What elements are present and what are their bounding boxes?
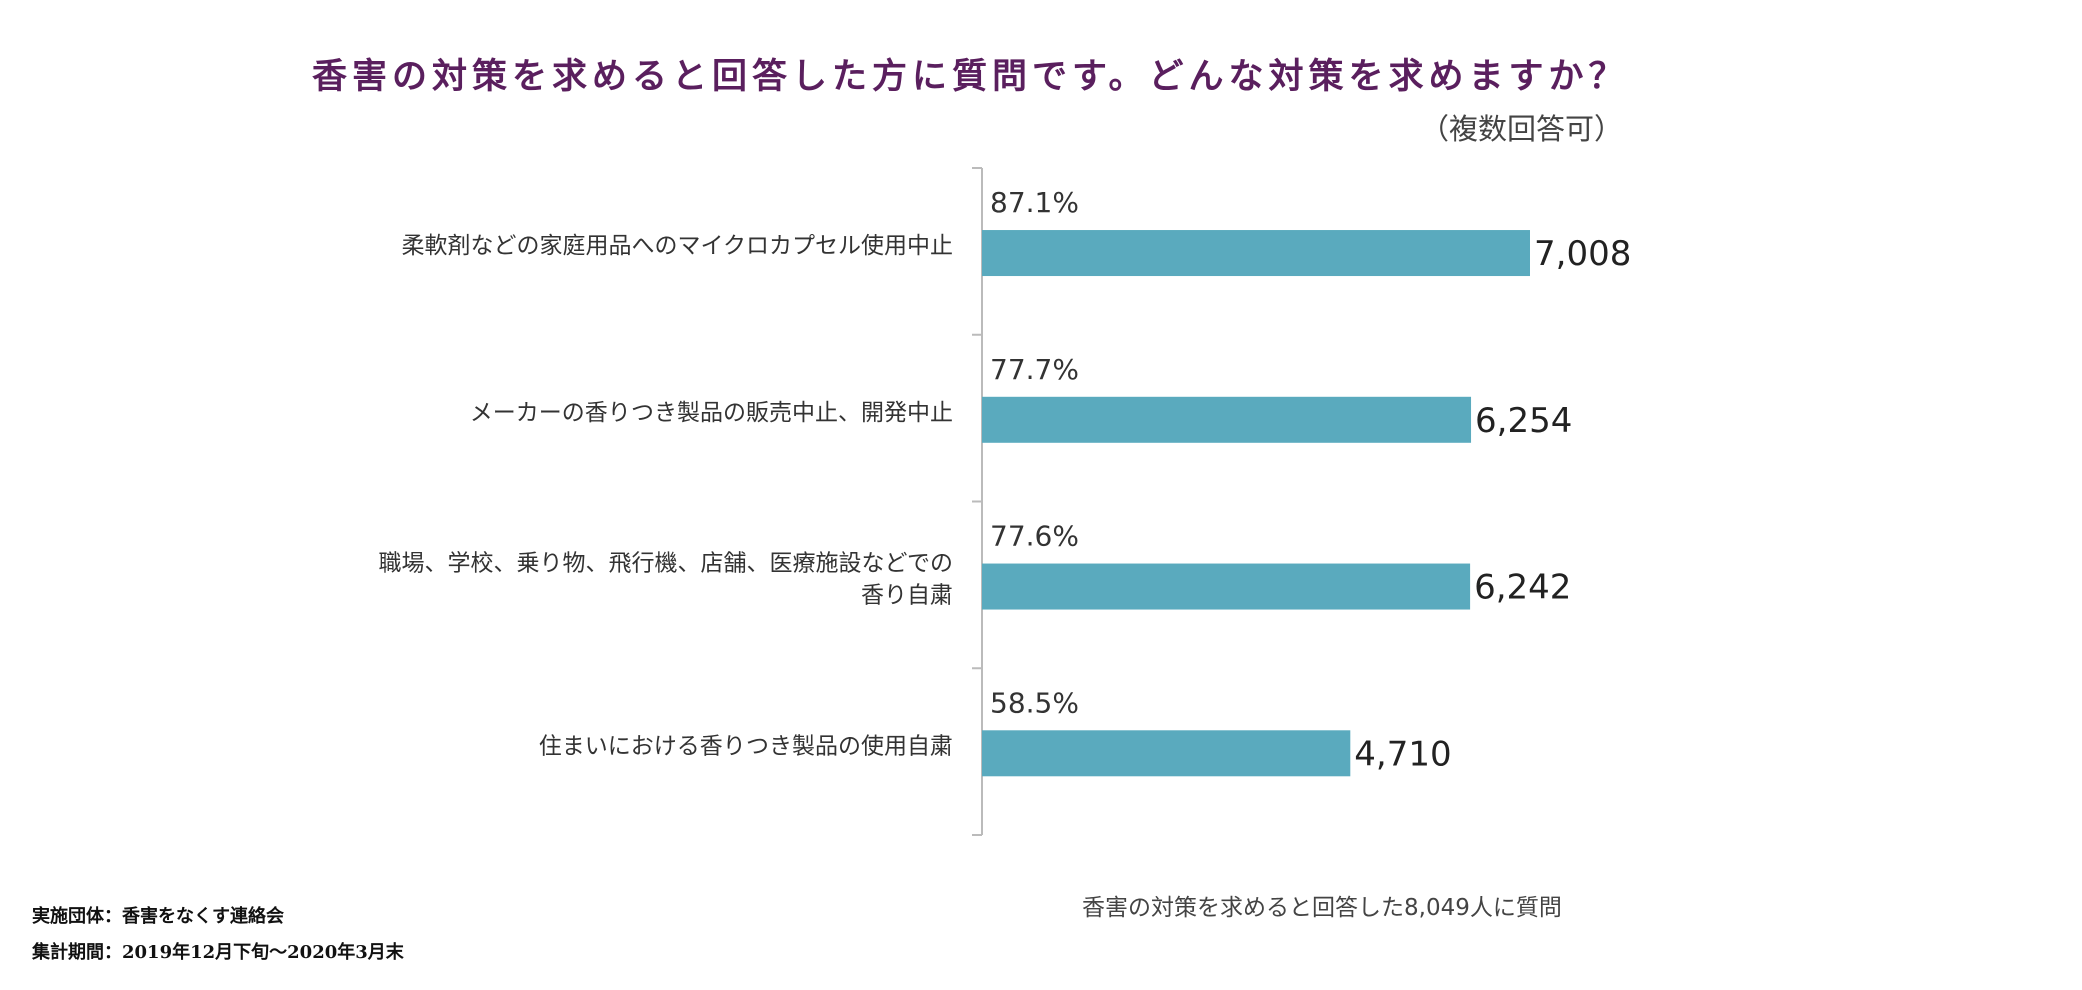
category-label-1: 柔軟剤などの家庭用品へのマイクロカプセル使用中止 bbox=[401, 233, 953, 259]
value-label-4: 4,710 bbox=[1354, 734, 1451, 774]
footer-organizer: 実施団体：香害をなくす連絡会 bbox=[32, 906, 284, 927]
percent-label-3: 77.6% bbox=[990, 520, 1079, 553]
value-label-3: 6,242 bbox=[1474, 568, 1571, 608]
footer-period: 集計期間：2019年12月下旬〜2020年3月末 bbox=[32, 942, 404, 963]
category-label-4: 住まいにおける香りつき製品の使用自粛 bbox=[539, 733, 953, 759]
percent-label-1: 87.1% bbox=[990, 186, 1079, 219]
multiple-answer-note: （複数回答可） bbox=[1420, 112, 1624, 146]
value-label-2: 6,254 bbox=[1475, 401, 1572, 441]
category-label-3: 香り自粛 bbox=[861, 583, 953, 609]
percent-label-4: 58.5% bbox=[990, 686, 1079, 719]
bar-3 bbox=[982, 563, 1471, 610]
bar-4 bbox=[982, 730, 1351, 777]
value-label-1: 7,008 bbox=[1534, 234, 1631, 274]
chart-title: 香害の対策を求めると回答した方に質問です。どんな対策を求めますか？ bbox=[312, 57, 1629, 97]
bar-2 bbox=[982, 396, 1472, 443]
percent-label-2: 77.7% bbox=[990, 353, 1079, 386]
bar-1 bbox=[982, 230, 1530, 277]
category-label-3: 職場、学校、乗り物、飛行機、店舗、医療施設などでの bbox=[378, 551, 953, 577]
category-label-2: メーカーの香りつき製品の販売中止、開発中止 bbox=[470, 400, 953, 426]
respondent-base-note: 香害の対策を求めると回答した8,049人に質問 bbox=[1082, 895, 1562, 921]
